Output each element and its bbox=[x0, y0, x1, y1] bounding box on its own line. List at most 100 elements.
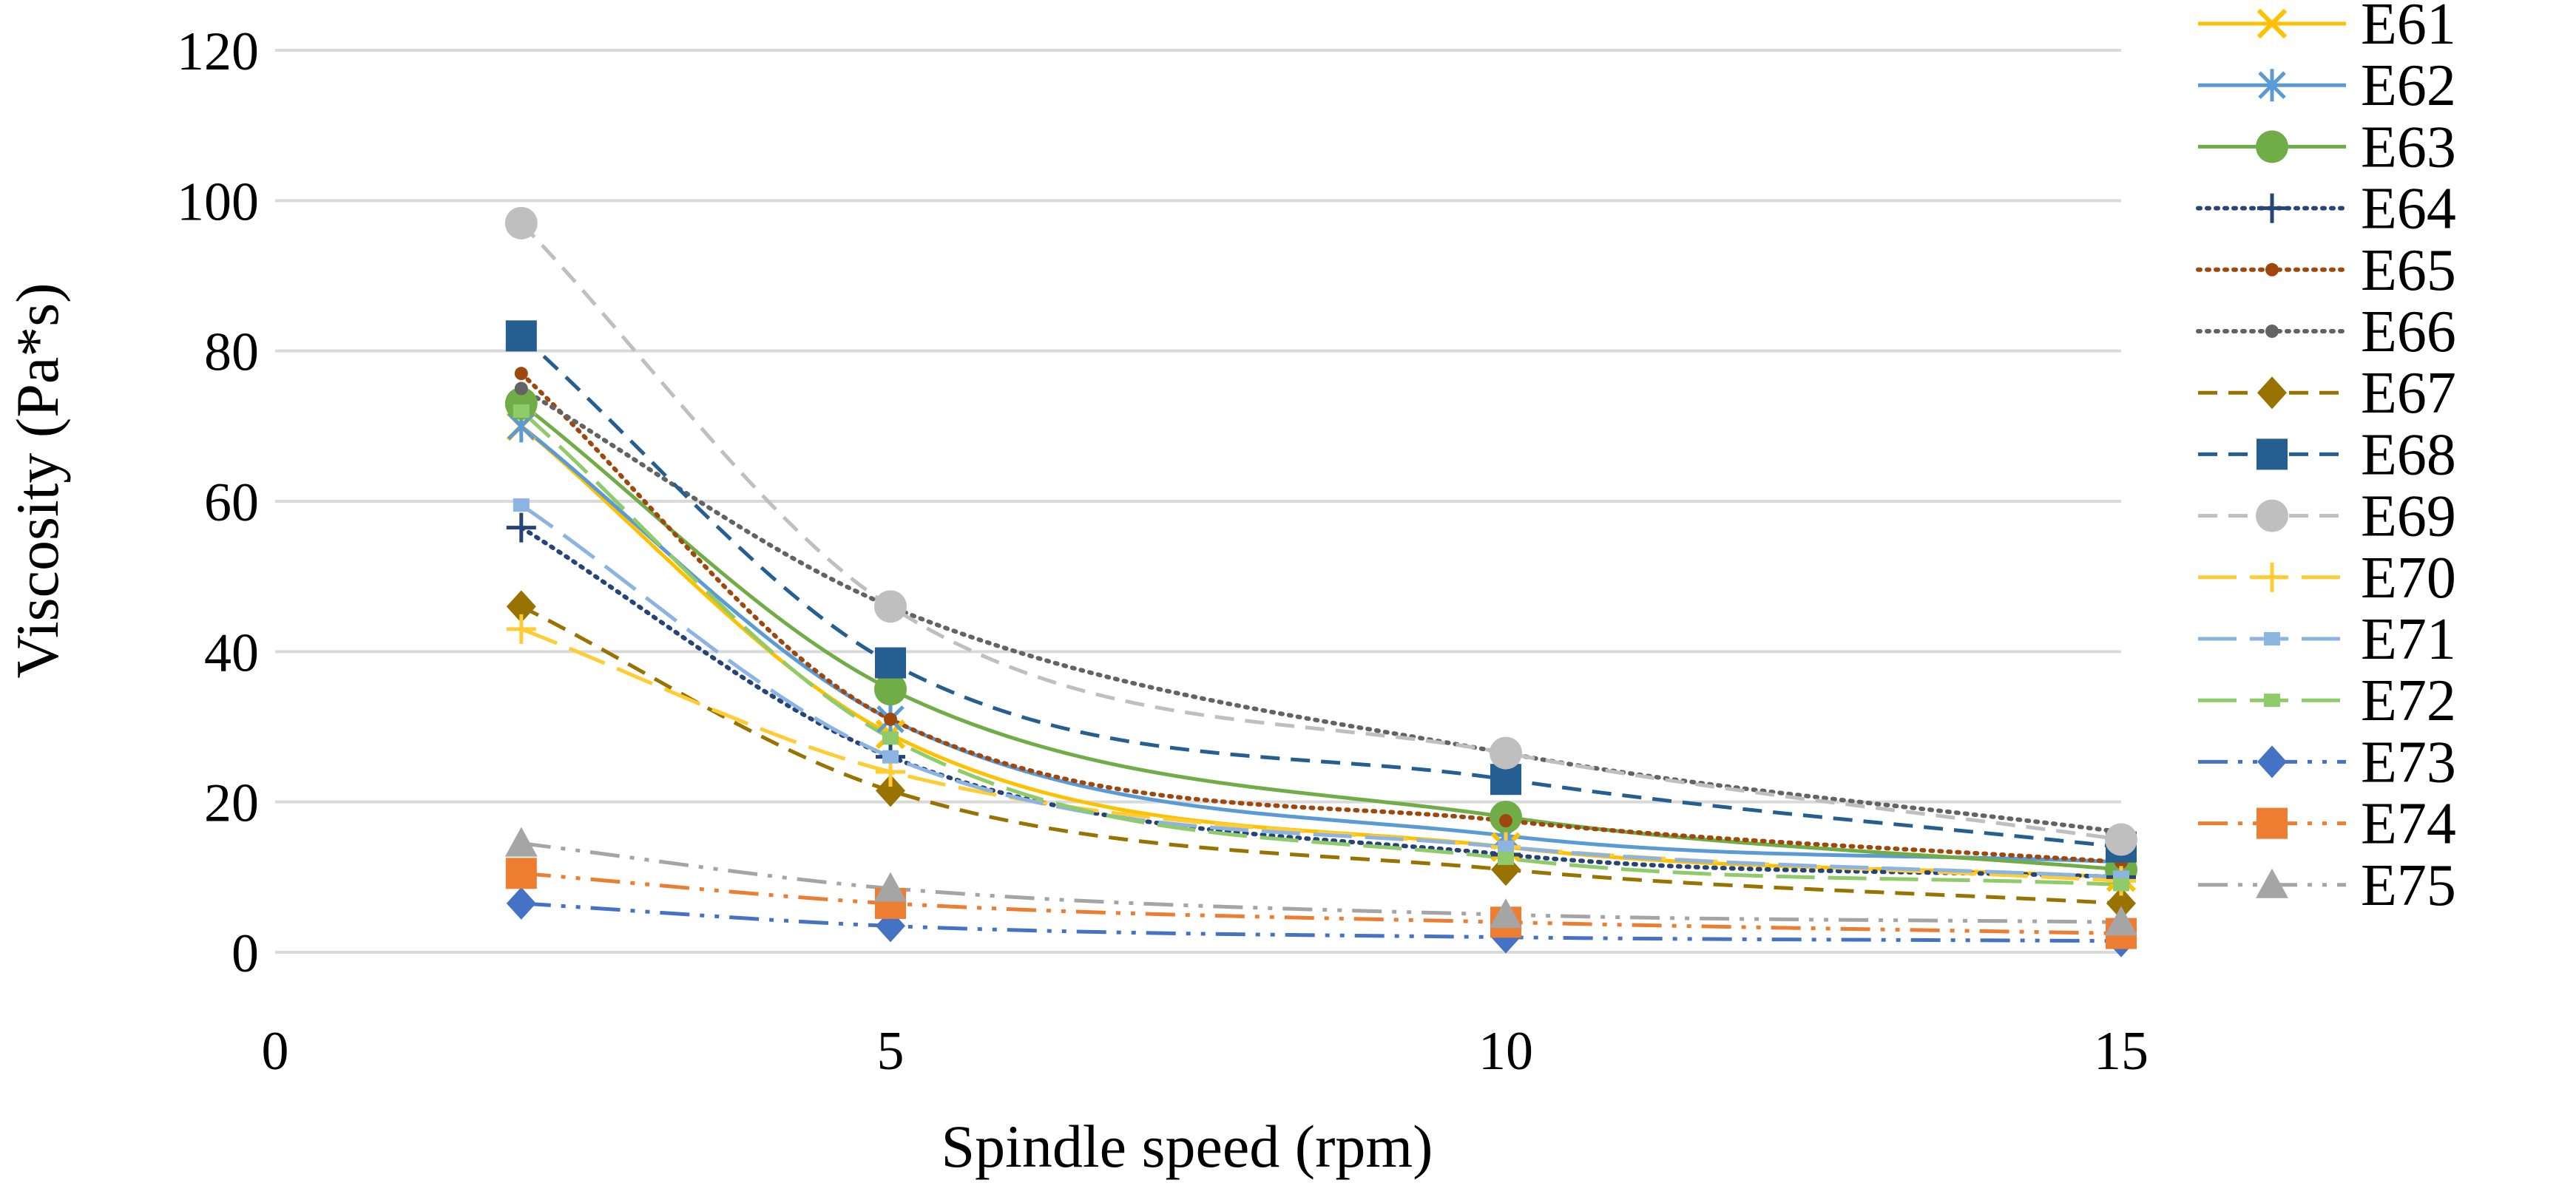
data-point-E71 bbox=[513, 498, 530, 512]
legend-marker bbox=[2256, 499, 2288, 532]
data-point-E64 bbox=[506, 512, 536, 543]
legend-label: E67 bbox=[2361, 361, 2456, 426]
legend-label: E65 bbox=[2361, 238, 2456, 303]
data-point-E72 bbox=[1498, 851, 1514, 865]
series-line-E70 bbox=[520, 627, 2122, 883]
data-point-E65 bbox=[514, 367, 528, 381]
series-line-E72 bbox=[520, 410, 2122, 886]
data-point-E68 bbox=[875, 647, 906, 679]
series-line-E68 bbox=[520, 334, 2122, 850]
x-tick-label: 15 bbox=[2094, 1021, 2149, 1082]
y-tick-label: 60 bbox=[204, 472, 259, 533]
legend-label: E74 bbox=[2361, 792, 2456, 857]
legend-marker bbox=[2264, 632, 2280, 645]
legend-label: E73 bbox=[2361, 730, 2456, 795]
data-point-E70 bbox=[506, 614, 536, 644]
data-point-E71 bbox=[882, 750, 899, 764]
data-point-E72 bbox=[513, 404, 530, 418]
series-line-E75 bbox=[521, 841, 2122, 924]
legend-marker bbox=[2265, 262, 2279, 277]
y-tick-label: 0 bbox=[231, 923, 259, 984]
legend-item-E72: E72 bbox=[2198, 668, 2456, 733]
legend-marker bbox=[2257, 562, 2287, 592]
legend-marker bbox=[2256, 130, 2288, 163]
data-point-E65 bbox=[1499, 814, 1512, 828]
legend-marker bbox=[2264, 694, 2280, 708]
series-line-E63 bbox=[520, 401, 2122, 872]
legend-item-E65: E65 bbox=[2196, 238, 2456, 303]
series-line-E69 bbox=[519, 222, 2122, 841]
y-tick-label: 80 bbox=[204, 322, 259, 383]
legend-item-E62: E62 bbox=[2198, 53, 2456, 118]
legend-marker bbox=[2257, 745, 2287, 779]
series-line-E62 bbox=[520, 424, 2122, 864]
legend-marker bbox=[2256, 868, 2288, 898]
gridlines bbox=[275, 49, 2121, 954]
data-point-E69 bbox=[2105, 823, 2137, 856]
legend-item-E73: E73 bbox=[2198, 730, 2456, 795]
legend-item-E66: E66 bbox=[2196, 299, 2456, 364]
legend-item-E75: E75 bbox=[2198, 853, 2456, 918]
legend-marker bbox=[2265, 325, 2279, 338]
legend-item-E64: E64 bbox=[2196, 177, 2456, 242]
legend-label: E63 bbox=[2361, 115, 2456, 180]
legend-marker bbox=[2256, 807, 2288, 839]
data-point-E69 bbox=[1490, 736, 1522, 770]
legend: E61E62E63E64E65E66E67E68E69E70E71E72E73E… bbox=[2196, 0, 2456, 918]
data-point-E65 bbox=[884, 712, 897, 726]
series-markers bbox=[504, 206, 2137, 957]
legend-label: E68 bbox=[2361, 422, 2456, 487]
y-tick-label: 120 bbox=[177, 21, 259, 82]
data-point-E69 bbox=[504, 206, 538, 240]
data-point-E75 bbox=[2105, 906, 2137, 936]
legend-label: E64 bbox=[2361, 177, 2456, 242]
legend-marker bbox=[2256, 8, 2288, 39]
x-tick-label: 10 bbox=[1478, 1021, 1533, 1082]
series-line-E64 bbox=[518, 525, 2123, 880]
series-line-E74 bbox=[521, 871, 2122, 936]
series-line-E73 bbox=[521, 901, 2122, 943]
legend-item-E71: E71 bbox=[2198, 607, 2456, 672]
y-axis-title: Viscosity (Pa*s) bbox=[4, 283, 71, 679]
legend-label: E72 bbox=[2361, 668, 2456, 733]
tick-labels: 0 20 40 60 80 100 120 0 5 10 15 bbox=[177, 21, 2149, 1082]
series-line-E65 bbox=[518, 371, 2123, 864]
data-point-E75 bbox=[504, 827, 538, 857]
data-point-E67 bbox=[876, 774, 905, 807]
data-point-E68 bbox=[505, 320, 537, 352]
legend-label: E69 bbox=[2361, 484, 2456, 549]
data-point-E71 bbox=[1498, 840, 1514, 854]
series-line-E71 bbox=[520, 503, 2122, 879]
x-tick-label: 0 bbox=[262, 1021, 289, 1082]
legend-item-E69: E69 bbox=[2198, 484, 2456, 549]
legend-marker bbox=[2257, 193, 2287, 223]
series-line-E66 bbox=[518, 386, 2123, 835]
data-point-E67 bbox=[506, 590, 536, 623]
legend-item-E68: E68 bbox=[2198, 422, 2456, 487]
data-point-E69 bbox=[874, 590, 907, 623]
legend-label: E70 bbox=[2361, 546, 2456, 611]
legend-marker bbox=[2257, 376, 2287, 410]
series-lines bbox=[518, 222, 2123, 943]
legend-item-E70: E70 bbox=[2198, 546, 2456, 611]
data-point-E75 bbox=[874, 872, 907, 902]
legend-label: E66 bbox=[2361, 299, 2456, 364]
legend-marker bbox=[2256, 438, 2288, 470]
data-point-E67 bbox=[2106, 886, 2136, 920]
legend-label: E62 bbox=[2361, 53, 2456, 118]
data-point-E72 bbox=[882, 731, 899, 745]
legend-label: E61 bbox=[2361, 0, 2456, 57]
data-point-E73 bbox=[506, 886, 536, 920]
data-point-E75 bbox=[1490, 898, 1522, 929]
legend-item-E74: E74 bbox=[2198, 792, 2456, 857]
y-tick-label: 40 bbox=[204, 623, 259, 683]
legend-item-E67: E67 bbox=[2198, 361, 2456, 426]
legend-label: E71 bbox=[2361, 607, 2456, 672]
data-point-E74 bbox=[505, 858, 537, 889]
legend-item-E61: E61 bbox=[2198, 0, 2456, 57]
x-tick-label: 5 bbox=[877, 1021, 905, 1082]
data-point-E72 bbox=[2113, 878, 2129, 892]
legend-label: E75 bbox=[2361, 853, 2456, 918]
data-point-E63 bbox=[874, 673, 907, 706]
